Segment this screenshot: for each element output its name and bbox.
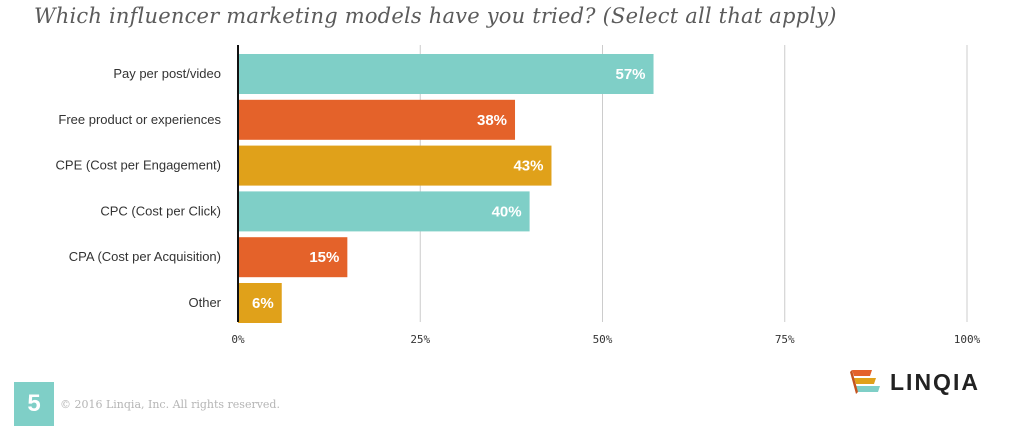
brand-logo: LINQIA <box>850 364 980 400</box>
data-label: 57% <box>615 66 645 83</box>
category-label: Other <box>188 295 221 310</box>
x-tick-label: 50% <box>593 333 613 346</box>
bar <box>238 99 516 140</box>
x-tick-label: 25% <box>410 333 430 346</box>
bar <box>238 191 530 232</box>
data-label: 6% <box>252 295 274 312</box>
x-axis-ticks: 0% 25% 50% 75% 100% <box>231 333 980 346</box>
bar-chart: 57% 38% 43% 40% 15% 6% Pay per post/video Free… <box>56 45 981 346</box>
bar <box>238 54 654 94</box>
data-label: 15% <box>309 249 339 266</box>
data-label: 40% <box>492 203 522 220</box>
category-labels: Pay per post/video Free product or experi… <box>56 66 222 310</box>
brand-name: LINQIA <box>890 368 980 395</box>
linqia-logo-icon <box>850 370 880 394</box>
bars: 57% 38% 43% 40% 15% 6% <box>238 54 654 323</box>
category-label: Pay per post/video <box>113 66 221 81</box>
copyright-text: © 2016 Linqia, Inc. All rights reserved. <box>60 398 280 411</box>
x-tick-label: 75% <box>775 333 795 346</box>
bar <box>238 237 348 278</box>
category-label: CPC (Cost per Click) <box>100 203 221 218</box>
bar <box>238 145 552 186</box>
x-tick-label: 0% <box>231 333 245 346</box>
x-tick-label: 100% <box>954 333 981 346</box>
page-number-badge: 5 <box>14 382 54 426</box>
data-label: 43% <box>513 158 543 175</box>
category-label: CPA (Cost per Acquisition) <box>69 249 221 264</box>
category-label: Free product or experiences <box>58 112 221 127</box>
bar <box>238 283 282 323</box>
category-label: CPE (Cost per Engagement) <box>56 158 221 173</box>
chart-title: Which influencer marketing models have y… <box>34 4 837 28</box>
data-label: 38% <box>477 112 507 129</box>
